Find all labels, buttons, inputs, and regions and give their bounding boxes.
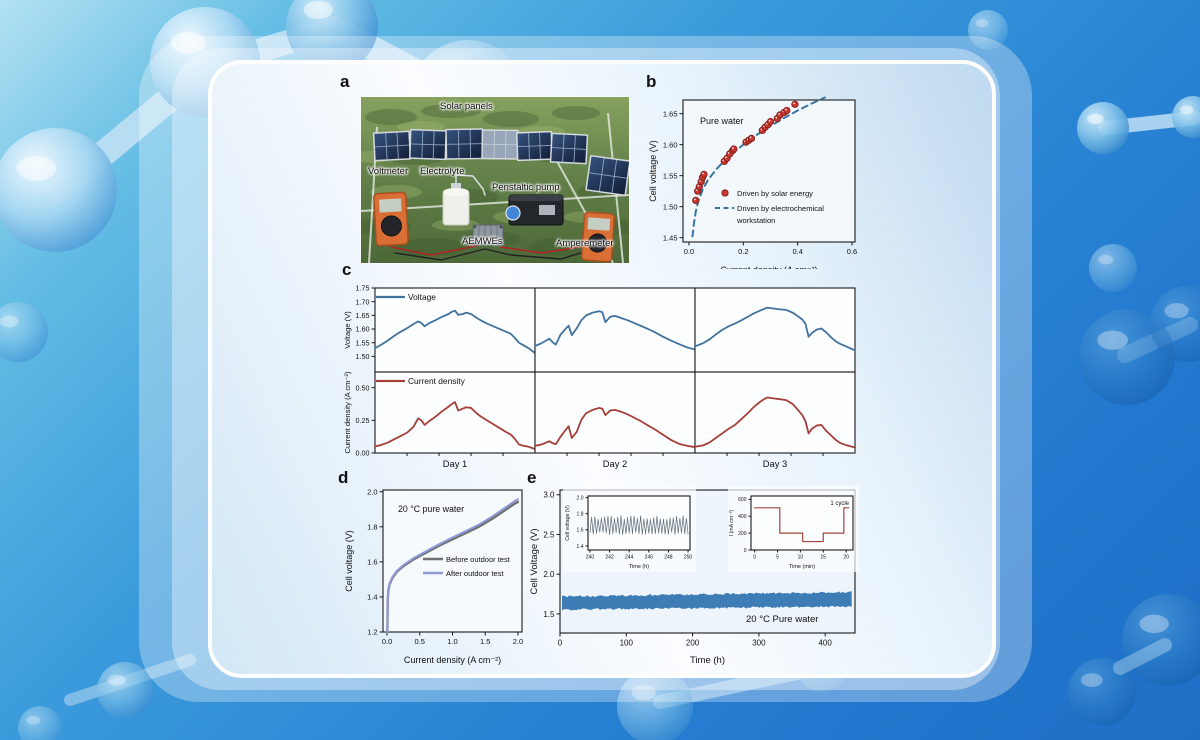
svg-text:1.4: 1.4 [577, 544, 584, 550]
svg-text:15: 15 [820, 555, 826, 561]
svg-text:0.4: 0.4 [792, 247, 802, 256]
svg-text:20 °C Pure water: 20 °C Pure water [746, 614, 818, 625]
svg-text:1.4: 1.4 [367, 593, 377, 602]
svg-text:244: 244 [625, 555, 634, 561]
svg-text:1.55: 1.55 [663, 171, 678, 180]
svg-text:20 °C pure water: 20 °C pure water [398, 504, 464, 514]
svg-text:I (mA cm⁻²): I (mA cm⁻²) [729, 509, 735, 536]
svg-text:0: 0 [744, 548, 747, 554]
panel-label-d: d [338, 468, 349, 487]
svg-text:1.50: 1.50 [356, 352, 370, 361]
svg-text:200: 200 [686, 639, 700, 648]
photo-label-solar-panels: Solar panels [440, 101, 493, 112]
svg-text:Driven by electrochemical: Driven by electrochemical [737, 204, 824, 213]
svg-text:1.60: 1.60 [356, 325, 370, 334]
svg-text:Time (h): Time (h) [690, 655, 725, 666]
svg-text:1.6: 1.6 [577, 528, 584, 534]
svg-text:0: 0 [753, 555, 756, 561]
svg-text:Current density (A cm⁻²): Current density (A cm⁻²) [404, 655, 501, 665]
panel-label-a: a [340, 72, 350, 91]
svg-text:2.0: 2.0 [577, 495, 584, 501]
svg-text:3.0: 3.0 [543, 491, 555, 500]
svg-text:Cell voltage (V): Cell voltage (V) [648, 140, 658, 202]
outdoor-setup-photo [360, 96, 630, 264]
svg-text:1.2: 1.2 [367, 628, 377, 637]
panel-label-c: c [342, 260, 352, 279]
svg-text:248: 248 [664, 555, 673, 561]
svg-text:Pure water: Pure water [700, 116, 744, 126]
svg-text:250: 250 [684, 555, 693, 561]
svg-text:246: 246 [645, 555, 654, 561]
svg-text:0.50: 0.50 [356, 383, 370, 392]
svg-text:Voltage: Voltage [408, 292, 436, 302]
svg-text:1.5: 1.5 [543, 610, 555, 619]
svg-text:workstation: workstation [736, 216, 775, 225]
svg-text:400: 400 [738, 514, 747, 520]
svg-text:Day 1: Day 1 [443, 458, 468, 469]
svg-text:Cell voltage (V): Cell voltage (V) [344, 530, 354, 592]
svg-text:Voltage (V): Voltage (V) [343, 311, 352, 349]
svg-text:0.6: 0.6 [847, 247, 857, 256]
photo-label-voltmeter: Voltmeter [368, 166, 409, 177]
svg-text:2.0: 2.0 [513, 637, 523, 646]
svg-text:1.50: 1.50 [663, 202, 678, 211]
svg-text:200: 200 [738, 531, 747, 537]
svg-text:Current density (A cm⁻²): Current density (A cm⁻²) [720, 265, 817, 269]
svg-text:1.70: 1.70 [356, 297, 370, 306]
photo-label-electrolyte: Electrolyte [420, 166, 465, 177]
svg-text:2.5: 2.5 [543, 530, 555, 539]
panel-label-e: e [527, 468, 537, 487]
svg-text:1.60: 1.60 [663, 140, 678, 149]
svg-text:600: 600 [738, 497, 747, 503]
svg-text:1.5: 1.5 [480, 637, 490, 646]
svg-text:1.75: 1.75 [356, 284, 370, 293]
svg-text:1.55: 1.55 [356, 338, 370, 347]
svg-text:Cell voltage (V): Cell voltage (V) [565, 505, 571, 541]
svg-text:Day 2: Day 2 [603, 458, 628, 469]
svg-text:2.0: 2.0 [367, 487, 377, 496]
svg-text:Before outdoor test: Before outdoor test [446, 555, 511, 564]
photo-label-amperemeter: Amperemeter [556, 238, 614, 249]
svg-text:1.6: 1.6 [367, 558, 377, 567]
panel-label-b: b [646, 72, 657, 91]
svg-text:1.8: 1.8 [577, 512, 584, 518]
svg-text:100: 100 [620, 639, 634, 648]
svg-text:Current density (A cm⁻²): Current density (A cm⁻²) [343, 371, 352, 454]
svg-text:0.0: 0.0 [382, 637, 392, 646]
svg-text:After outdoor test: After outdoor test [446, 569, 504, 578]
svg-text:5: 5 [776, 555, 779, 561]
svg-text:20: 20 [843, 555, 849, 561]
svg-text:0.2: 0.2 [738, 247, 748, 256]
svg-text:0.25: 0.25 [356, 416, 370, 425]
chart-polarization-solar: 0.0 0.2 0.4 0.6 1.45 1.50 1.55 1.60 1.65 Current … [648, 96, 857, 269]
svg-text:Current density: Current density [408, 376, 466, 386]
chart-three-day-outdoor: 1.50 1.55 1.60 1.65 1.70 1.75 Voltage Voltage (… [343, 284, 856, 469]
svg-text:Cell Voltage (V): Cell Voltage (V) [529, 528, 540, 594]
svg-text:0.5: 0.5 [415, 637, 425, 646]
svg-text:400: 400 [818, 639, 832, 648]
svg-text:1.45: 1.45 [663, 233, 678, 242]
svg-text:0.00: 0.00 [356, 449, 370, 458]
photo-label-aemwes: AEMWEs [462, 236, 503, 247]
svg-text:Time (min): Time (min) [789, 564, 815, 570]
svg-text:2.0: 2.0 [543, 570, 555, 579]
chart-before-after-polarization: 0.0 0.5 1.0 1.5 2.0 1.2 1.4 1.6 1.8 2.0 Current de… [344, 487, 523, 665]
photo-label-peristaltic-pump: Peristaltic pump [492, 182, 560, 193]
svg-text:1.65: 1.65 [663, 109, 678, 118]
svg-text:240: 240 [586, 555, 595, 561]
svg-text:242: 242 [605, 555, 614, 561]
svg-text:300: 300 [752, 639, 766, 648]
svg-text:1.8: 1.8 [367, 523, 377, 532]
svg-text:Driven by solar energy: Driven by solar energy [737, 189, 813, 198]
svg-text:Time (h): Time (h) [629, 564, 649, 570]
svg-text:1.0: 1.0 [447, 637, 457, 646]
svg-text:0: 0 [558, 639, 563, 648]
svg-text:1 cycle: 1 cycle [830, 501, 849, 507]
svg-text:1.65: 1.65 [356, 311, 370, 320]
svg-text:0.0: 0.0 [684, 247, 694, 256]
svg-text:Day 3: Day 3 [763, 458, 788, 469]
svg-text:10: 10 [798, 555, 804, 561]
